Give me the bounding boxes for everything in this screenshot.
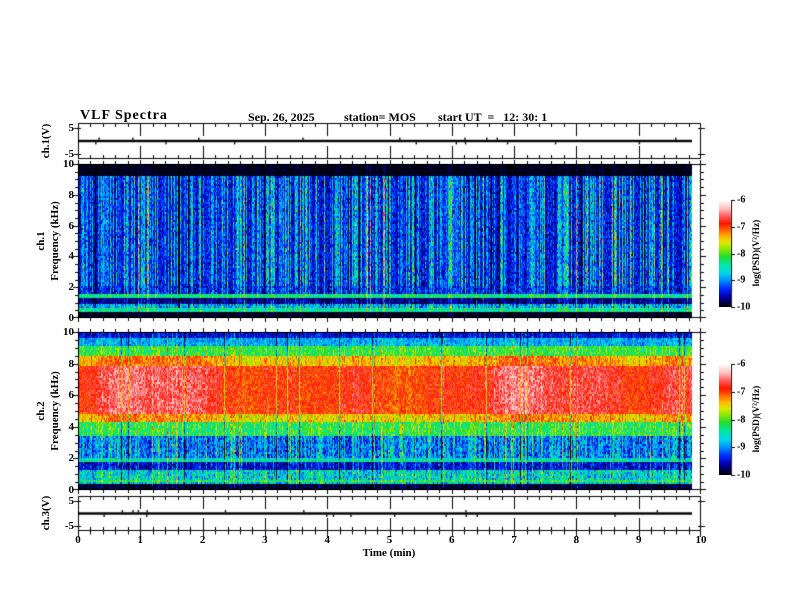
ch2-freq-tick-label: 8 [68, 357, 75, 370]
colorbar-1-tick-label: -9 [737, 274, 746, 286]
ch1-freq-tick-label: 8 [68, 188, 75, 201]
colorbar-1-gradient [719, 200, 731, 307]
ch2-freq-tick-label: 6 [68, 389, 75, 402]
ch2-freq-tick-label: 2 [68, 452, 75, 465]
time-tick-label: 6 [449, 534, 455, 546]
ch2-freq-tick-label: 0 [68, 484, 75, 496]
ch1-freq-tick-label: 10 [63, 158, 74, 170]
colorbar-1-tick-label: -8 [737, 248, 746, 259]
time-tick-label: 3 [262, 534, 268, 546]
colorbar-2-gradient [719, 364, 731, 475]
colorbar-2-axis-label: log(PSD)(V²/Hz) [752, 385, 762, 453]
colorbar-1-tick-label: -10 [737, 301, 751, 313]
ch1-freq-tick-label: 4 [68, 250, 75, 263]
colorbar-2-tick-label: -10 [737, 469, 751, 481]
ch1-voltage-tick-label: -5 [64, 147, 74, 160]
ch3-voltage-tick-label: -5 [64, 520, 74, 532]
colorbar-1-axis-label: log(PSD)(V²/Hz) [752, 219, 762, 287]
time-tick-label: 9 [635, 534, 642, 546]
time-tick-label: 8 [573, 534, 580, 546]
colorbar-1-tick-label: -6 [737, 194, 746, 206]
ch1-freq-tick-label: 2 [68, 281, 75, 294]
ch1-freq-tick-label: 6 [68, 219, 75, 232]
colorbar-2-tick-label: -8 [737, 414, 746, 425]
time-tick-label: 1 [137, 534, 144, 546]
ch2-frequency-axis-label: Frequency (kHz) [49, 371, 61, 451]
time-tick-label: 5 [386, 534, 393, 546]
colorbar-1-tick-label: -7 [737, 221, 746, 233]
ch1-freq-tick-label: 0 [68, 312, 75, 324]
ch3-voltage-tick-label: 5 [68, 495, 75, 507]
ch2-freq-tick-label: 10 [63, 326, 74, 338]
ch1-frequency-axis-label: Frequency (kHz) [49, 201, 61, 281]
time-axis-label: Time (min) [362, 547, 416, 559]
time-tick-label: 7 [511, 534, 517, 546]
colorbar-2-tick-label: -9 [737, 441, 746, 453]
time-tick-label: 2 [199, 534, 206, 546]
time-tick-label: 10 [695, 534, 707, 546]
colorbar-2-tick-label: -6 [737, 358, 746, 370]
colorbar-2-tick-label: -7 [737, 386, 746, 398]
ch1-channel-label: ch.1 [35, 231, 47, 251]
ch1-voltage-tick-label: 5 [68, 122, 75, 135]
time-tick-label: 0 [75, 534, 81, 546]
ch2-channel-label: ch.2 [35, 401, 47, 421]
ch2-freq-tick-label: 4 [68, 420, 75, 433]
time-tick-label: 4 [324, 534, 330, 546]
